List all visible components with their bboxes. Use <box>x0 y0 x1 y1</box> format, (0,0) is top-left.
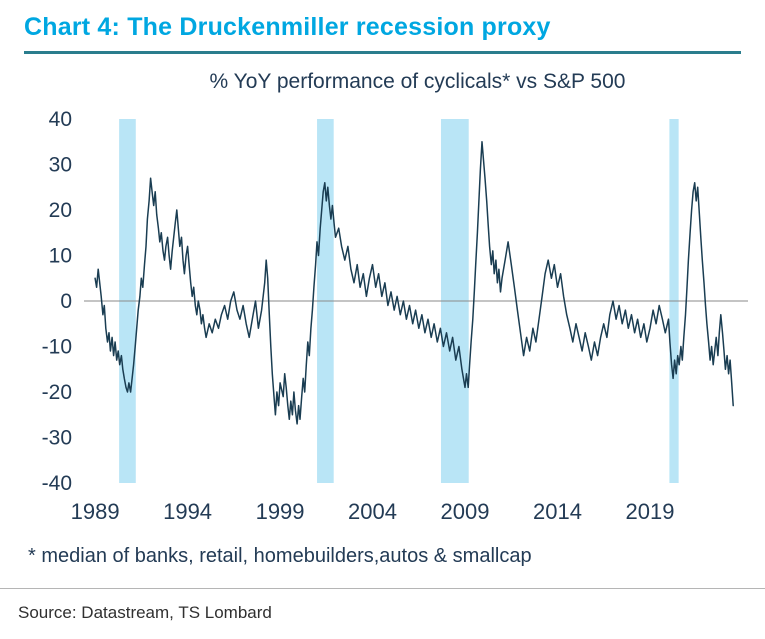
x-tick-label: 2014 <box>533 499 582 524</box>
x-tick-label: 2004 <box>348 499 397 524</box>
chart-subtitle: % YoY performance of cyclicals* vs S&P 5… <box>209 70 626 93</box>
y-tick-label: -40 <box>42 472 72 495</box>
y-tick-label: -20 <box>42 381 72 404</box>
x-tick-label: 2019 <box>625 499 674 524</box>
x-tick-label: 1999 <box>256 499 305 524</box>
source-text: Source: Datastream, TS Lombard <box>18 603 272 622</box>
y-tick-label: 10 <box>49 245 72 268</box>
chart-title: Chart 4: The Druckenmiller recession pro… <box>24 13 551 41</box>
y-tick-label: 40 <box>49 108 72 131</box>
line-chart: 40 30 20 10 0 -10 -20 -30 -40 1989 1994 1999 2004 200… <box>42 108 748 524</box>
y-tick-label: -30 <box>42 427 72 450</box>
title-underline-rule <box>24 51 741 54</box>
y-tick-label: 20 <box>49 199 72 222</box>
series-line <box>94 141 734 425</box>
chart-footnote: * median of banks, retail, homebuilders,… <box>28 545 532 567</box>
x-tick-label: 1994 <box>163 499 212 524</box>
header: Chart 4: The Druckenmiller recession pro… <box>0 0 765 54</box>
y-tick-label: 0 <box>60 290 72 313</box>
x-tick-label: 2009 <box>441 499 490 524</box>
bottom-divider <box>0 588 765 589</box>
y-tick-label: 30 <box>49 154 72 177</box>
x-tick-label: 1989 <box>71 499 120 524</box>
y-tick-label: -10 <box>42 336 72 359</box>
